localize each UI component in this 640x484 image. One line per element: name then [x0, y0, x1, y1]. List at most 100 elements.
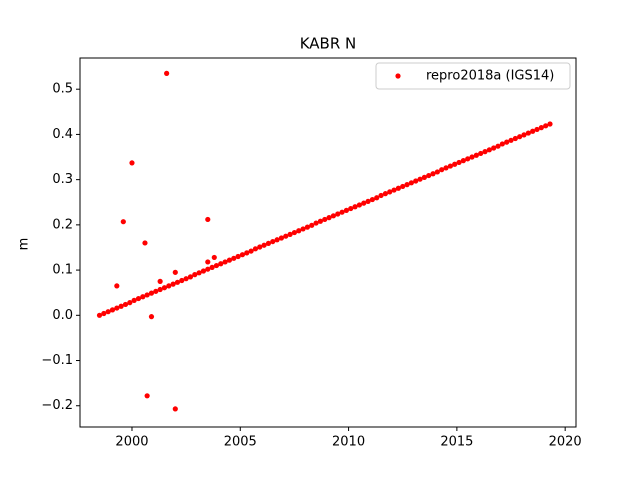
data-point	[196, 270, 202, 276]
y-tick-label: 0.0	[52, 308, 73, 323]
data-point	[434, 169, 440, 175]
data-point	[226, 257, 233, 263]
data-point	[174, 279, 181, 285]
data-point	[452, 161, 458, 167]
data-point	[421, 174, 427, 180]
y-tick-label: −0.1	[41, 353, 73, 368]
data-point	[512, 135, 518, 142]
data-point	[144, 393, 150, 399]
y-axis-label: m	[17, 238, 32, 251]
data-point	[244, 250, 250, 256]
data-point	[114, 283, 120, 289]
data-point	[465, 156, 471, 162]
data-point	[469, 154, 475, 160]
data-point	[274, 237, 280, 243]
data-point	[413, 178, 419, 184]
data-point	[309, 222, 315, 228]
x-tick-label: 2005	[224, 435, 257, 450]
data-point	[231, 255, 237, 261]
data-point	[239, 252, 246, 258]
data-point	[478, 150, 484, 157]
data-point	[101, 310, 107, 317]
data-point	[499, 141, 505, 147]
data-point	[205, 259, 211, 265]
data-point	[129, 160, 135, 166]
data-point	[343, 207, 350, 213]
data-point	[153, 288, 159, 294]
data-point	[296, 228, 302, 234]
data-point	[148, 314, 155, 320]
data-point	[183, 276, 189, 282]
data-point	[278, 235, 285, 241]
legend-box	[375, 62, 571, 90]
data-point	[491, 145, 497, 151]
data-point	[209, 264, 215, 270]
data-point	[222, 259, 228, 265]
data-point	[352, 204, 358, 210]
data-point	[460, 158, 466, 164]
data-point	[534, 126, 540, 133]
data-point	[426, 172, 432, 179]
data-point	[391, 187, 397, 193]
data-point	[114, 305, 120, 311]
y-tick-label: 0.3	[52, 172, 73, 187]
data-point	[261, 242, 267, 248]
data-point	[387, 189, 393, 195]
data-point	[164, 70, 170, 76]
data-point	[326, 215, 332, 221]
y-tick-label: −0.2	[41, 398, 73, 413]
data-point	[257, 244, 263, 250]
legend-label: repro2018a (IGS14)	[426, 69, 554, 84]
data-point	[395, 185, 401, 191]
data-point	[443, 165, 449, 171]
data-point	[131, 297, 137, 303]
data-point	[538, 125, 544, 131]
data-point	[166, 283, 172, 289]
data-point	[456, 159, 462, 166]
data-point	[378, 192, 384, 199]
data-point	[213, 262, 220, 269]
data-point	[118, 303, 124, 309]
data-point	[200, 268, 207, 274]
data-point	[517, 134, 523, 140]
data-point	[382, 191, 388, 197]
data-point	[335, 211, 341, 217]
data-point	[504, 139, 510, 145]
data-point	[543, 123, 549, 129]
x-tick-label: 2020	[549, 435, 582, 450]
y-tick-label: 0.1	[52, 263, 73, 278]
data-point	[521, 132, 527, 138]
data-point	[135, 295, 142, 302]
chart-title: KABR N	[300, 35, 357, 53]
data-point	[304, 224, 311, 230]
data-point	[408, 180, 414, 186]
data-point	[283, 233, 289, 239]
data-point	[404, 182, 410, 188]
data-point	[374, 195, 380, 201]
data-point	[417, 176, 423, 182]
data-point	[486, 147, 492, 153]
data-point	[270, 238, 276, 245]
data-point	[439, 167, 445, 173]
data-point	[170, 281, 176, 287]
data-point	[348, 205, 354, 212]
data-point	[127, 300, 133, 306]
data-point	[148, 290, 155, 296]
data-point	[495, 143, 501, 149]
data-point	[473, 152, 479, 158]
data-point	[172, 269, 178, 275]
data-point	[179, 277, 185, 284]
data-point	[365, 198, 371, 204]
data-point	[172, 406, 178, 412]
data-point	[530, 128, 536, 134]
data-point	[120, 219, 126, 225]
x-tick-label: 2015	[440, 435, 473, 450]
data-point	[356, 202, 363, 208]
data-point	[447, 163, 453, 169]
data-point	[161, 285, 168, 291]
data-point	[248, 248, 254, 254]
data-point	[508, 137, 514, 143]
data-point	[322, 216, 328, 223]
data-point	[369, 196, 376, 203]
